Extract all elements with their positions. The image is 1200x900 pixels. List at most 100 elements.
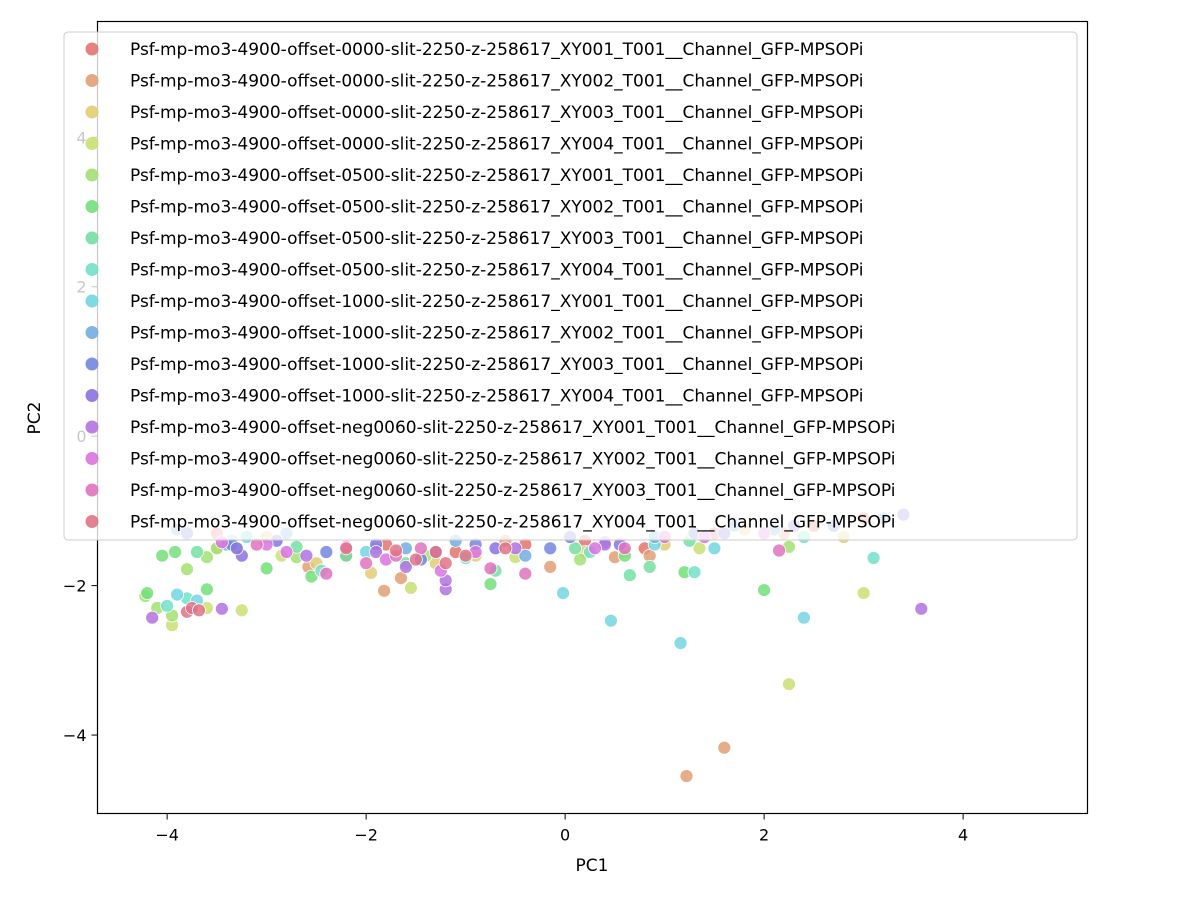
point-s8-4 — [170, 587, 185, 602]
point-s5-2 — [155, 548, 170, 563]
legend-label-7: Psf-mp-mo3-4900-offset-0500-slit-2250-z-… — [130, 261, 863, 281]
point-s12-9 — [299, 548, 314, 563]
x-axis-ticks: −4 −2 0 2 4 — [155, 813, 968, 845]
point-s6-9 — [568, 541, 582, 556]
point-s15-4 — [428, 545, 443, 559]
legend-label-5: Psf-mp-mo3-4900-offset-0500-slit-2250-z-… — [130, 198, 863, 218]
x-axis-label: PC1 — [576, 856, 609, 876]
point-s10-0 — [543, 541, 558, 556]
legend-marker-0 — [85, 42, 99, 56]
legend-entries: Psf-mp-mo3-4900-offset-0000-slit-2250-z-… — [85, 40, 895, 533]
legend-marker-3 — [85, 137, 99, 150]
legend-marker-11 — [85, 389, 99, 402]
y-axis-label: PC2 — [25, 402, 45, 435]
legend-label-15: Psf-mp-mo3-4900-offset-neg0060-slit-2250… — [130, 513, 895, 533]
legend-marker-13 — [85, 452, 99, 465]
legend-label-12: Psf-mp-mo3-4900-offset-neg0060-slit-2250… — [130, 418, 895, 438]
point-s5-3 — [199, 582, 214, 597]
point-s14-4 — [772, 543, 786, 558]
point-s14-7 — [359, 556, 374, 571]
point-s8-0 — [673, 636, 688, 650]
point-s4-2 — [180, 562, 194, 577]
point-s15-7 — [339, 541, 354, 556]
point-s5-5 — [483, 577, 498, 591]
legend-marker-10 — [85, 357, 99, 371]
legend-marker-6 — [85, 231, 99, 245]
legend-marker-14 — [85, 483, 99, 497]
legend-label-6: Psf-mp-mo3-4900-offset-0500-slit-2250-z-… — [130, 229, 863, 249]
point-s5-0 — [140, 586, 155, 600]
point-s1-2 — [377, 583, 392, 598]
point-s11-1 — [229, 541, 244, 556]
point-s5-1 — [168, 545, 183, 559]
y-tick-label-1: −2 — [63, 577, 87, 596]
point-s12-6 — [369, 545, 384, 559]
point-s1-1 — [679, 769, 694, 783]
y-tick-label-0: −4 — [63, 726, 87, 745]
legend-label-1: Psf-mp-mo3-4900-offset-0000-slit-2250-z-… — [130, 72, 863, 92]
point-s15-9 — [438, 556, 453, 571]
point-s15-3 — [408, 552, 423, 567]
legend-box — [63, 31, 1078, 541]
legend-label-10: Psf-mp-mo3-4900-offset-1000-slit-2250-z-… — [130, 355, 863, 375]
legend-label-11: Psf-mp-mo3-4900-offset-1000-slit-2250-z-… — [130, 387, 863, 407]
point-s14-3 — [483, 561, 498, 576]
legend-marker-7 — [85, 263, 99, 276]
legend-label-3: Psf-mp-mo3-4900-offset-0000-slit-2250-z-… — [130, 135, 863, 155]
point-s15-5 — [389, 543, 403, 558]
point-s15-2 — [192, 603, 206, 618]
x-tick-label-3: 2 — [759, 826, 769, 845]
point-s3-0 — [782, 677, 796, 692]
point-s13-4 — [588, 541, 602, 556]
x-tick-label-0: −4 — [155, 826, 179, 845]
point-s8-1 — [797, 610, 811, 625]
point-s14-6 — [617, 541, 632, 556]
legend-label-9: Psf-mp-mo3-4900-offset-1000-slit-2250-z-… — [130, 324, 863, 344]
point-s8-3 — [556, 586, 570, 600]
point-s3-7 — [856, 586, 871, 600]
legend-marker-5 — [85, 200, 99, 213]
point-s7-2 — [687, 565, 702, 580]
point-s8-6 — [707, 541, 722, 556]
point-s6-0 — [190, 545, 204, 559]
point-s12-1 — [214, 601, 229, 616]
point-s10-4 — [319, 545, 334, 559]
point-s3-4 — [403, 581, 418, 595]
legend-label-14: Psf-mp-mo3-4900-offset-neg0060-slit-2250… — [130, 481, 895, 501]
legend-label-8: Psf-mp-mo3-4900-offset-1000-slit-2250-z-… — [130, 292, 863, 312]
legend-marker-12 — [85, 420, 99, 434]
legend-marker-1 — [85, 74, 99, 87]
point-s6-3 — [642, 560, 657, 574]
point-s12-2 — [145, 610, 160, 625]
point-s6-4 — [622, 568, 637, 583]
legend-label-13: Psf-mp-mo3-4900-offset-neg0060-slit-2250… — [130, 450, 895, 470]
point-s5-7 — [757, 583, 771, 597]
point-s5-8 — [259, 561, 274, 576]
legend-marker-4 — [85, 168, 99, 182]
point-s14-2 — [518, 566, 533, 581]
x-tick-label-2: 0 — [560, 826, 570, 845]
point-s7-0 — [160, 598, 175, 613]
point-s14-0 — [319, 566, 334, 581]
point-s1-4 — [543, 560, 558, 574]
x-tick-label-1: −2 — [354, 826, 378, 845]
point-s13-9 — [279, 545, 294, 559]
legend-marker-9 — [85, 326, 99, 339]
point-s12-5 — [398, 560, 413, 574]
legend-marker-8 — [85, 294, 99, 308]
legend-marker-2 — [85, 105, 99, 119]
legend: Psf-mp-mo3-4900-offset-0000-slit-2250-z-… — [63, 31, 1078, 541]
legend-label-0: Psf-mp-mo3-4900-offset-0000-slit-2250-z-… — [130, 40, 863, 60]
legend-marker-15 — [85, 515, 99, 528]
point-s7-3 — [866, 551, 881, 565]
point-s15-6 — [458, 548, 473, 563]
point-s1-0 — [717, 740, 732, 755]
point-s12-0 — [914, 601, 929, 616]
legend-label-2: Psf-mp-mo3-4900-offset-0000-slit-2250-z-… — [130, 103, 863, 123]
legend-label-4: Psf-mp-mo3-4900-offset-0500-slit-2250-z-… — [130, 166, 863, 186]
point-s9-2 — [518, 548, 533, 563]
x-tick-label-4: 4 — [958, 826, 968, 845]
point-s8-2 — [604, 613, 618, 628]
point-s3-1 — [234, 603, 249, 618]
